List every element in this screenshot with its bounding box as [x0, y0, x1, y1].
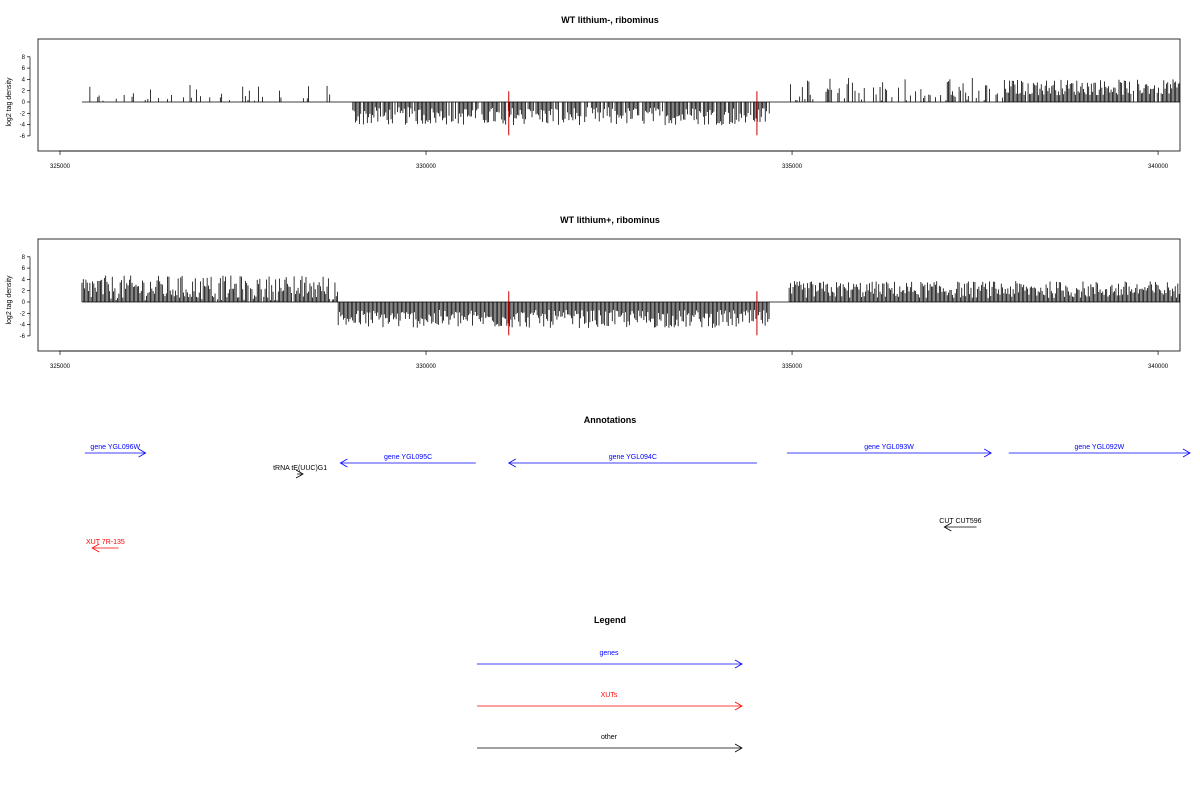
panel-1-ylabel: log2 tag density — [6, 77, 13, 127]
y-tick-label: 8 — [22, 255, 26, 261]
annotation-arrow: tRNA tE(UUC)G1 — [273, 465, 327, 479]
panel-1-bars — [81, 78, 1181, 136]
legend-item: genes — [477, 650, 743, 669]
annotation-label: gene YGL093W — [864, 444, 914, 451]
y-tick-label: 2 — [22, 89, 26, 95]
legend-items: genes XUTs other — [477, 650, 743, 753]
y-tick-label: -2 — [20, 311, 26, 317]
annotations-title: Annotations — [584, 415, 637, 425]
annotation-label: XUT 7R-135 — [86, 539, 125, 546]
y-tick-label: 8 — [22, 55, 26, 61]
y-tick-label: -6 — [20, 134, 26, 140]
annotation-arrow: gene YGL094C — [507, 454, 757, 468]
track-panel-1: WT lithium-, ribominus log2 tag density … — [6, 15, 1181, 170]
panel-1-y-axis: -6 -4 -2 0 2 4 6 8 — [20, 55, 31, 140]
annotation-arrow: gene YGL093W — [786, 444, 992, 458]
x-tick-label: 335000 — [782, 364, 803, 370]
legend-title: Legend — [594, 615, 626, 625]
panel-2-frame — [37, 238, 1181, 352]
track-panel-2: WT lithium+, ribominus log2 tag density … — [6, 215, 1181, 370]
y-tick-label: -6 — [20, 334, 26, 340]
legend-panel: Legend genes XUTs other — [477, 615, 743, 753]
y-tick-label: -4 — [20, 323, 26, 329]
panel-1-title: WT lithium-, ribominus — [561, 15, 659, 25]
x-tick-label: 330000 — [416, 164, 437, 170]
y-tick-label: 2 — [22, 289, 26, 295]
x-tick-label: 325000 — [50, 364, 71, 370]
annotation-arrow: gene YGL095C — [339, 454, 476, 468]
panel-1-x-axis: 325000 330000 335000 340000 — [50, 150, 1169, 170]
x-tick-label: 335000 — [782, 164, 803, 170]
x-tick-label: 340000 — [1148, 164, 1169, 170]
y-tick-label: 4 — [22, 77, 26, 83]
annotation-features: gene YGL096W gene YGL095C gene YGL094C gene… — [84, 444, 1191, 553]
legend-item: other — [477, 734, 743, 753]
legend-label: genes — [599, 650, 619, 657]
x-tick-label: 340000 — [1148, 364, 1169, 370]
annotation-arrow: XUT 7R-135 — [86, 539, 125, 553]
annotation-arrow: CUT CUT596 — [939, 518, 982, 532]
panel-2-title: WT lithium+, ribominus — [560, 215, 660, 225]
y-tick-label: 0 — [22, 300, 26, 306]
annotation-label: gene YGL095C — [384, 454, 432, 461]
x-tick-label: 330000 — [416, 364, 437, 370]
y-tick-label: -4 — [20, 123, 26, 129]
panel-2-y-axis: -6 -4 -2 0 2 4 6 8 — [20, 255, 31, 340]
x-tick-label: 325000 — [50, 164, 71, 170]
annotation-arrow: gene YGL092W — [1008, 444, 1191, 458]
y-tick-label: 0 — [22, 100, 26, 106]
annotation-arrow: gene YGL096W — [84, 444, 147, 458]
panel-1-frame — [37, 38, 1181, 152]
legend-item: XUTs — [477, 692, 743, 711]
legend-label: XUTs — [601, 692, 618, 699]
panel-2-bars — [81, 275, 1181, 336]
annotation-label: gene YGL092W — [1075, 444, 1125, 451]
annotation-label: CUT CUT596 — [939, 518, 981, 525]
legend-label: other — [601, 734, 618, 741]
annotation-label: tRNA tE(UUC)G1 — [273, 465, 327, 472]
panel-2-x-axis: 325000 330000 335000 340000 — [50, 350, 1169, 370]
y-tick-label: 6 — [22, 66, 26, 72]
y-tick-label: -2 — [20, 111, 26, 117]
panel-2-ylabel: log2 tag density — [6, 275, 13, 325]
annotation-label: gene YGL094C — [609, 454, 657, 461]
y-tick-label: 6 — [22, 266, 26, 272]
y-tick-label: 4 — [22, 277, 26, 283]
annotation-label: gene YGL096W — [90, 444, 140, 451]
